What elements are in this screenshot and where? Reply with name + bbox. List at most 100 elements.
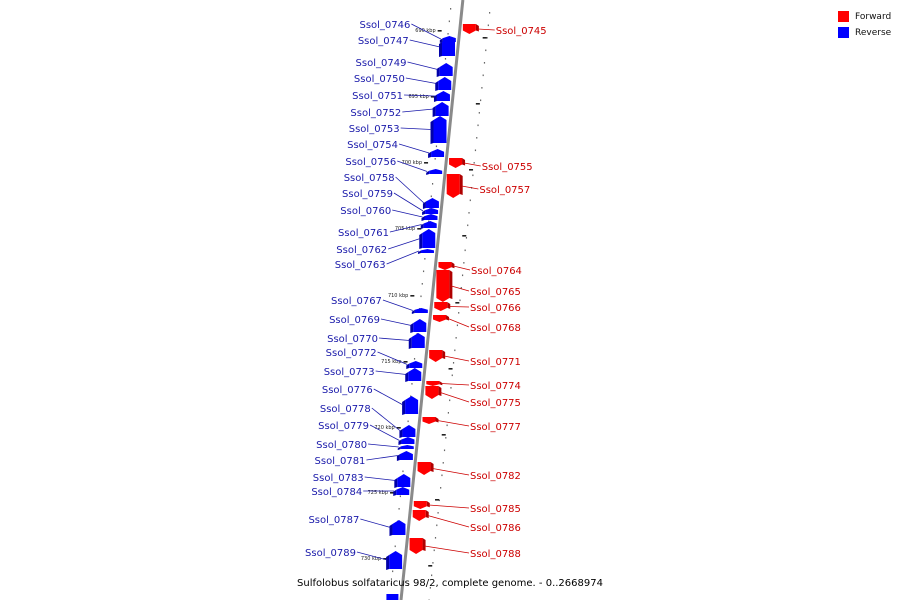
tick-mark xyxy=(486,37,488,39)
gene-label-ssol_0783: Ssol_0783 xyxy=(313,473,364,484)
gene-arrow-ssol_0753[interactable] xyxy=(433,116,447,143)
legend-reverse: Reverse xyxy=(838,25,891,40)
gene-arrow-ssol_0775[interactable] xyxy=(425,386,439,399)
tick-mark xyxy=(455,337,457,339)
gene-arrow-shade xyxy=(402,400,406,415)
gene-arrow-ssol_0762[interactable] xyxy=(422,229,436,248)
gene-leader-line xyxy=(432,468,470,476)
kbp-label: 715 kbp xyxy=(381,359,401,365)
gene-label-ssol_0745: Ssol_0745 xyxy=(496,26,547,37)
gene-arrow-ssol_0758[interactable] xyxy=(425,198,439,208)
gene-arrow-ssol_0768[interactable] xyxy=(433,315,447,322)
gene-arrow-shade xyxy=(442,350,446,359)
gene-leader-line xyxy=(451,285,470,292)
tick-mark xyxy=(432,562,434,564)
gene-leader-line xyxy=(444,355,470,362)
tick-mark xyxy=(452,362,455,364)
gene-arrow-ssol_0788[interactable] xyxy=(409,538,423,554)
gene-label-ssol_0772: Ssol_0772 xyxy=(326,348,377,359)
gene-arrow-ssol_0767[interactable] xyxy=(414,308,428,313)
legend-forward-label: Forward xyxy=(855,11,892,22)
gene-arrow-ssol_0760[interactable] xyxy=(424,214,438,220)
gene-arrow-ssol_0745[interactable] xyxy=(462,24,476,34)
gene-label-ssol_0770: Ssol_0770 xyxy=(327,334,378,345)
tick-mark xyxy=(420,295,422,298)
gene-arrow-ssol_0774[interactable] xyxy=(426,381,440,386)
gene-label-ssol_0781: Ssol_0781 xyxy=(315,456,366,467)
tick-mark xyxy=(441,474,443,477)
tick-mark xyxy=(428,220,430,223)
gene-arrow-ssol_0787[interactable] xyxy=(392,520,406,535)
tick-mark xyxy=(443,449,446,452)
gene-leader-line xyxy=(427,515,470,528)
gene-arrow-ssol_0749[interactable] xyxy=(439,63,453,76)
gene-leader-line xyxy=(397,160,428,172)
kbp-mark xyxy=(410,295,415,297)
gene-label-ssol_0789: Ssol_0789 xyxy=(305,548,356,559)
gene-arrow-ssol_0759[interactable] xyxy=(425,208,439,214)
gene-arrow-ssol_0757[interactable] xyxy=(446,174,460,198)
kbp-label: 730 kbp xyxy=(361,556,381,562)
tick-mark xyxy=(437,512,439,514)
gene-arrow-ssol_0778[interactable] xyxy=(402,425,416,437)
tick-mark xyxy=(447,33,449,35)
gene-leader-line xyxy=(461,185,479,190)
gene-arrow-ssol_0772[interactable] xyxy=(409,361,423,368)
gene-arrow-ssol_0761[interactable] xyxy=(423,221,437,228)
kbp-mark xyxy=(383,558,388,560)
gene-arrow-ssol_0789[interactable] xyxy=(389,551,403,569)
gene-label-ssol_0779: Ssol_0779 xyxy=(318,421,369,432)
gene-arrow-ssol_0777[interactable] xyxy=(422,417,436,424)
tick-mark xyxy=(477,124,479,127)
gene-arrow-ssol_0783[interactable] xyxy=(397,474,411,487)
gene-leader-line xyxy=(368,443,399,448)
gene-arrow-ssol_0765[interactable] xyxy=(436,270,450,302)
tick-mark xyxy=(445,437,447,439)
gene-label-ssol_0759: Ssol_0759 xyxy=(342,189,393,200)
gene-leader-line xyxy=(398,143,430,154)
gene-arrow-ssol_0750[interactable] xyxy=(438,77,452,90)
gene-arrow-shade xyxy=(439,42,443,57)
gene-arrow-ssol_0752[interactable] xyxy=(435,102,449,116)
gene-arrow-ssol_0776[interactable] xyxy=(405,396,419,414)
gene-leader-line xyxy=(378,337,410,341)
gene-arrow-ssol_0771[interactable] xyxy=(429,350,443,362)
gene-label-ssol_0780: Ssol_0780 xyxy=(316,440,367,451)
tick-mark xyxy=(413,358,416,360)
tick-mark xyxy=(399,495,401,498)
tick-mark xyxy=(469,199,471,202)
gene-leader-line xyxy=(375,370,407,375)
gene-arrow-ssol_0755[interactable] xyxy=(449,158,463,168)
legend-reverse-label: Reverse xyxy=(855,27,892,38)
gene-arrow-shade xyxy=(435,417,439,423)
gene-arrow-ssol_0770[interactable] xyxy=(411,333,425,348)
gene-arrow-ssol_0769[interactable] xyxy=(413,319,427,332)
tick-mark xyxy=(489,12,491,14)
gene-arrow-ssol_0756[interactable] xyxy=(429,169,443,174)
gene-leader-line xyxy=(371,407,401,432)
gene-arrow-ssol_0781[interactable] xyxy=(399,451,413,460)
gene-arrow-ssol_0754[interactable] xyxy=(431,149,445,157)
tick-mark xyxy=(458,312,460,314)
tick-mark xyxy=(390,583,392,585)
gene-arrow-ssol_0780[interactable] xyxy=(400,445,414,449)
tick-mark xyxy=(431,183,434,185)
tick-mark xyxy=(481,87,483,89)
gene-arrow-shade xyxy=(386,555,390,570)
gene-arrow-ssol_0766[interactable] xyxy=(434,302,448,311)
gene-label-ssol_0755: Ssol_0755 xyxy=(482,162,533,173)
gene-arrow-shade xyxy=(408,337,412,349)
gene-arrow-ssol_0784[interactable] xyxy=(396,487,410,495)
gene-arrow-ssol_0786[interactable] xyxy=(412,510,426,521)
gene-arrow-ssol_0747[interactable] xyxy=(442,38,456,56)
gene-arrow-ssol_0764[interactable] xyxy=(438,262,452,270)
tick-mark xyxy=(392,570,394,573)
gene-arrow-ssol_0773[interactable] xyxy=(408,368,422,381)
tick-mark xyxy=(461,274,464,277)
gene-arrow-ssol_0751[interactable] xyxy=(436,91,450,101)
gene-arrow-ssol_0779[interactable] xyxy=(401,437,415,444)
gene-arrow-ssol_0785[interactable] xyxy=(413,501,427,509)
gene-arrow-ssol_0763[interactable] xyxy=(420,249,434,253)
gene-arrow-ssol_0782[interactable] xyxy=(417,462,431,475)
kbp-mark xyxy=(437,30,442,32)
